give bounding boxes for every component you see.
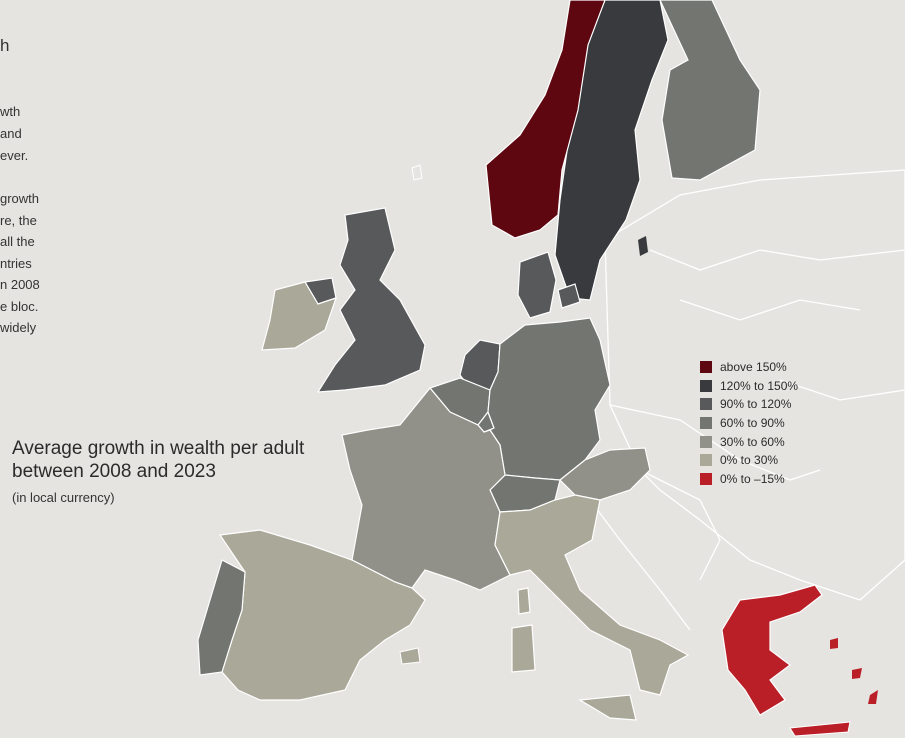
island-svalbard-bits	[411, 164, 423, 181]
legend-swatch	[700, 435, 712, 448]
intro-fragment: and	[0, 126, 22, 141]
country-italy	[494, 494, 690, 696]
country-portugal	[197, 559, 246, 676]
legend-item: above 150%	[700, 358, 798, 377]
intro-fragment: wth	[0, 104, 21, 119]
country-norway	[485, 0, 606, 239]
island-crete	[789, 721, 851, 737]
intro-fragment: n 2008	[0, 277, 40, 292]
legend-label: above 150%	[720, 360, 787, 375]
country-uk	[316, 207, 426, 393]
legend-label: 120% to 150%	[720, 378, 799, 393]
legend-label: 0% to –15%	[720, 471, 785, 486]
legend-label: 30% to 60%	[720, 434, 785, 449]
island-gotland	[638, 236, 648, 256]
map-subtitle: (in local currency)	[12, 490, 115, 505]
intro-fragment: re, the	[0, 213, 37, 228]
country-ireland	[261, 281, 337, 351]
legend-swatch	[700, 417, 712, 430]
legend-swatch	[700, 454, 712, 467]
legend-swatch	[700, 398, 712, 411]
legend-swatch	[700, 379, 712, 392]
intro-fragment: ntries	[0, 256, 32, 271]
legend-label: 60% to 90%	[720, 416, 785, 431]
intro-fragment: ever.	[0, 148, 29, 163]
legend-label: 0% to 30%	[720, 453, 779, 468]
intro-fragment: growth	[0, 191, 40, 206]
country-finland	[659, 0, 761, 181]
island-aegean-1	[830, 638, 838, 649]
intro-fragment: all the	[0, 234, 35, 249]
island-aegean-3	[868, 690, 878, 704]
island-aegean-2	[852, 668, 862, 679]
legend-item: 0% to 30%	[700, 451, 798, 470]
intro-fragment: widely	[0, 320, 37, 335]
map-title: Average growth in wealth per adult betwe…	[12, 438, 305, 482]
country-greece	[721, 584, 823, 716]
legend-swatch	[700, 361, 712, 374]
island-corsica	[517, 587, 531, 615]
country-denmark-islands	[557, 283, 581, 309]
island-sicily	[578, 694, 637, 721]
legend-swatch	[700, 472, 712, 485]
legend-item: 0% to –15%	[700, 470, 798, 489]
legend-item: 120% to 150%	[700, 377, 798, 396]
island-balearic	[399, 647, 421, 665]
legend: above 150% 120% to 150% 90% to 120% 60% …	[700, 358, 798, 488]
island-sardinia	[511, 624, 536, 673]
legend-item: 30% to 60%	[700, 432, 798, 451]
intro-fragment: e bloc.	[0, 299, 39, 314]
intro-fragment: h	[0, 36, 10, 55]
legend-item: 60% to 90%	[700, 414, 798, 433]
country-denmark	[517, 251, 557, 319]
legend-item: 90% to 120%	[700, 395, 798, 414]
legend-label: 90% to 120%	[720, 397, 792, 412]
